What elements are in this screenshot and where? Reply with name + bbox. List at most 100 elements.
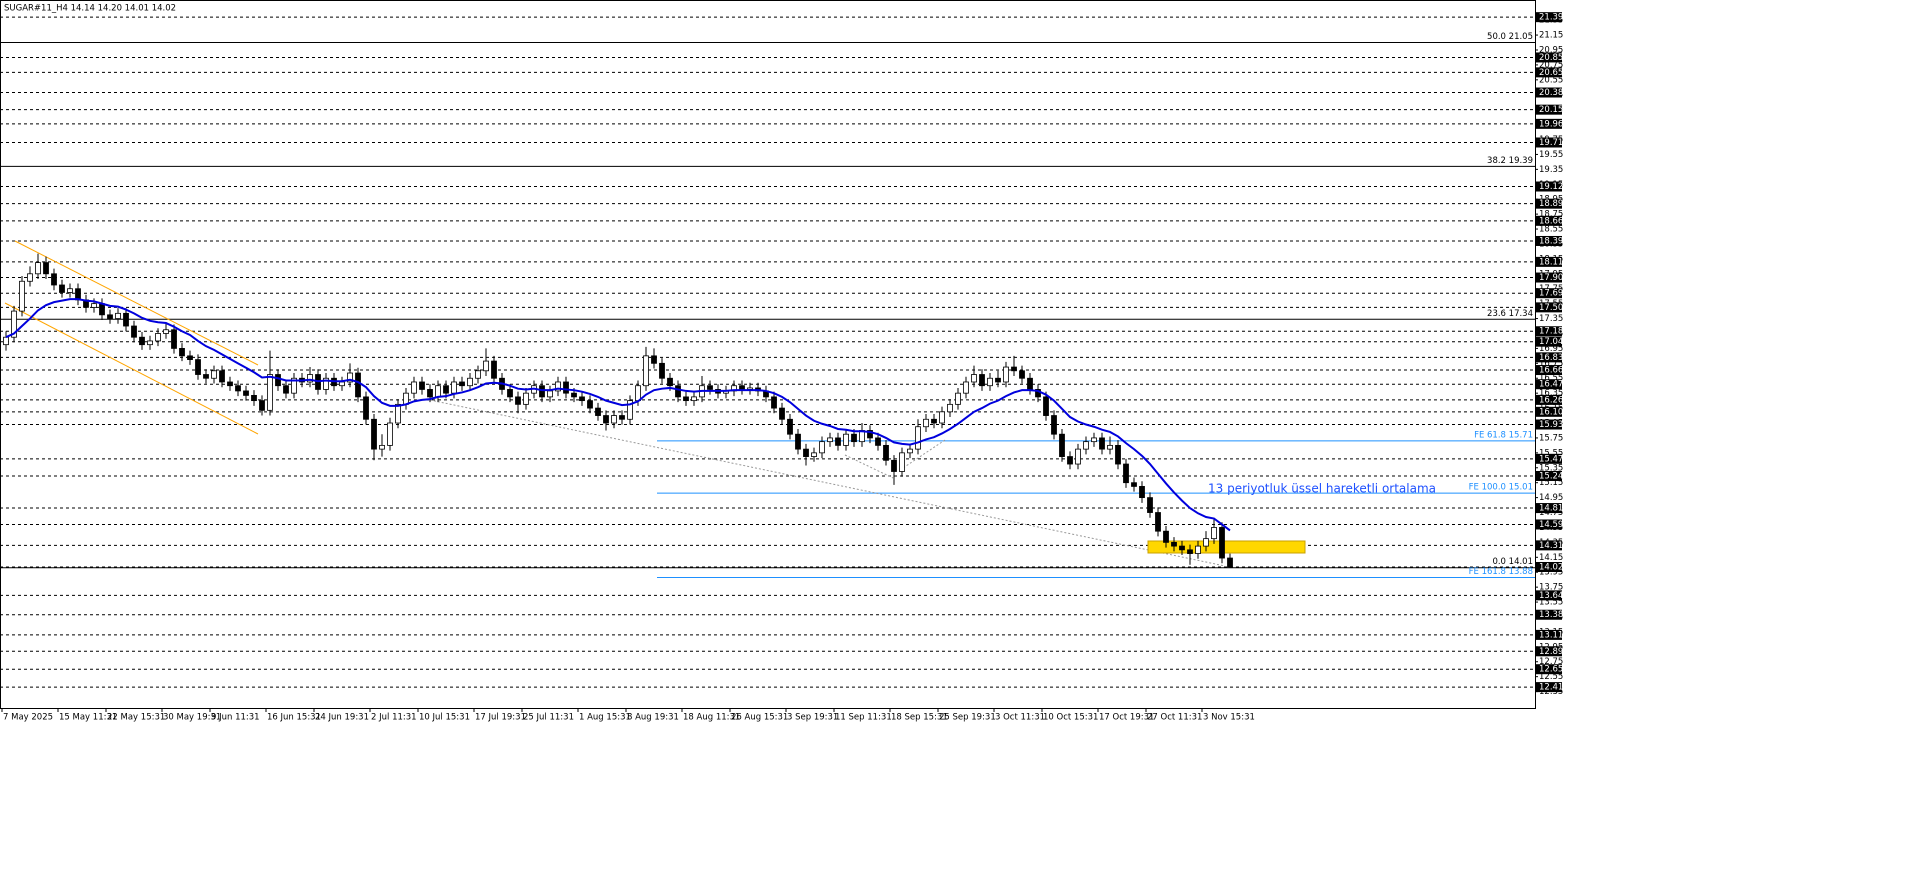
- level-label: 18.66: [1539, 216, 1563, 226]
- candle-body: [179, 348, 185, 357]
- candle-body: [675, 385, 681, 398]
- candle-body: [539, 385, 545, 398]
- candle-body: [411, 381, 417, 394]
- candle-body: [43, 262, 49, 275]
- candle-body: [259, 400, 265, 411]
- y-tick-label: 14.95: [1539, 493, 1563, 503]
- candle-body: [211, 370, 217, 379]
- level-label: 18.89: [1539, 199, 1563, 209]
- candle-body: [1163, 530, 1169, 543]
- y-tick-label: 12.55: [1539, 672, 1563, 682]
- level-label: 14.02: [1539, 562, 1563, 572]
- candle-body: [515, 396, 521, 405]
- candle-body: [91, 303, 97, 308]
- candle-body: [1155, 512, 1161, 532]
- level-label: 20.65: [1539, 68, 1563, 78]
- candle-body: [19, 280, 25, 312]
- candle-body: [651, 355, 657, 364]
- candle-body: [187, 355, 193, 360]
- candle-body: [955, 392, 961, 405]
- trend-line: [899, 439, 946, 471]
- candle-body: [467, 377, 473, 387]
- candle-body: [987, 377, 993, 387]
- candle-body: [291, 377, 297, 394]
- x-tick-label: 1 Aug 15:31: [579, 713, 631, 723]
- candle-body: [1219, 527, 1225, 559]
- candle-body: [371, 418, 377, 450]
- x-tick-label: 10 Jul 15:31: [419, 713, 470, 723]
- fibo-label: 0.0 14.01: [1492, 557, 1533, 567]
- candle-body: [203, 374, 209, 379]
- x-tick-label: 17 Oct 19:31: [1099, 713, 1154, 723]
- y-tick-label: 16.55: [1539, 374, 1563, 384]
- candle-body: [27, 273, 33, 282]
- candle-body: [1115, 444, 1121, 465]
- candle-body: [131, 325, 137, 338]
- x-tick-label: 17 Jul 19:31: [475, 713, 526, 723]
- candle-body: [1059, 433, 1065, 457]
- candle-body: [555, 381, 561, 392]
- x-tick-label: 11 Sep 11:31: [835, 713, 892, 723]
- candle-body: [1131, 482, 1137, 487]
- candle-body: [507, 389, 513, 398]
- level-label: 12.41: [1539, 683, 1563, 693]
- y-tick-label: 18.55: [1539, 225, 1563, 235]
- level-label-box: [1536, 137, 1562, 148]
- y-tick-label: 16.35: [1539, 389, 1563, 399]
- candle-body: [803, 448, 809, 457]
- candle-body: [835, 437, 841, 446]
- y-tick-label: 20.95: [1539, 45, 1563, 55]
- y-tick-label: 13.95: [1539, 568, 1563, 578]
- candle-body: [1123, 463, 1129, 484]
- level-label: 12.89: [1539, 647, 1563, 657]
- candle-body: [595, 407, 601, 416]
- level-label: 17.50: [1539, 303, 1563, 313]
- candle-body: [739, 385, 745, 390]
- level-label: 19.71: [1539, 138, 1563, 148]
- candle-body: [219, 370, 225, 383]
- y-tick-label: 21.15: [1539, 31, 1563, 41]
- candle-body: [1211, 527, 1217, 540]
- level-label-box: [1536, 235, 1562, 246]
- level-label: 14.81: [1539, 504, 1563, 514]
- level-label-box: [1536, 272, 1562, 283]
- channel-lower: [4, 302, 259, 435]
- candle-body: [1107, 444, 1113, 450]
- x-tick-label: 9 Jun 11:31: [211, 713, 260, 723]
- candle-body: [851, 433, 857, 443]
- candle-body: [355, 372, 361, 398]
- candle-body: [323, 377, 329, 390]
- fibo-label: 38.2 19.39: [1487, 156, 1533, 166]
- level-label-box: [1536, 288, 1562, 299]
- candle-body: [1043, 396, 1049, 416]
- level-label-box: [1536, 629, 1562, 640]
- candle-body: [771, 396, 777, 409]
- candle-body: [843, 433, 849, 446]
- candle-body: [1075, 448, 1081, 465]
- x-tick-label: 18 Aug 11:31: [683, 713, 740, 723]
- candle-body: [603, 415, 609, 424]
- level-label: 12.65: [1539, 665, 1563, 675]
- x-tick-label: 25 Sep 19:31: [939, 713, 996, 723]
- level-label-box: [1536, 519, 1562, 530]
- candle-body: [427, 389, 433, 398]
- candle-body: [283, 385, 289, 394]
- level-label-box: [1536, 87, 1562, 98]
- candle-body: [1203, 538, 1209, 547]
- level-label-box: [1536, 326, 1562, 337]
- candle-body: [659, 362, 665, 379]
- x-tick-label: 18 Sep 15:31: [891, 713, 948, 723]
- y-tick-label: 15.75: [1539, 433, 1563, 443]
- candle-body: [1171, 541, 1177, 547]
- candle-body: [451, 381, 457, 394]
- level-label-box: [1536, 664, 1562, 675]
- candle-body: [195, 359, 201, 375]
- level-label-box: [1536, 590, 1562, 601]
- plot-frame: [0, 0, 1536, 709]
- candle-body: [155, 333, 161, 342]
- candle-body: [931, 418, 937, 424]
- candle-body: [339, 381, 345, 387]
- candle-body: [587, 400, 593, 409]
